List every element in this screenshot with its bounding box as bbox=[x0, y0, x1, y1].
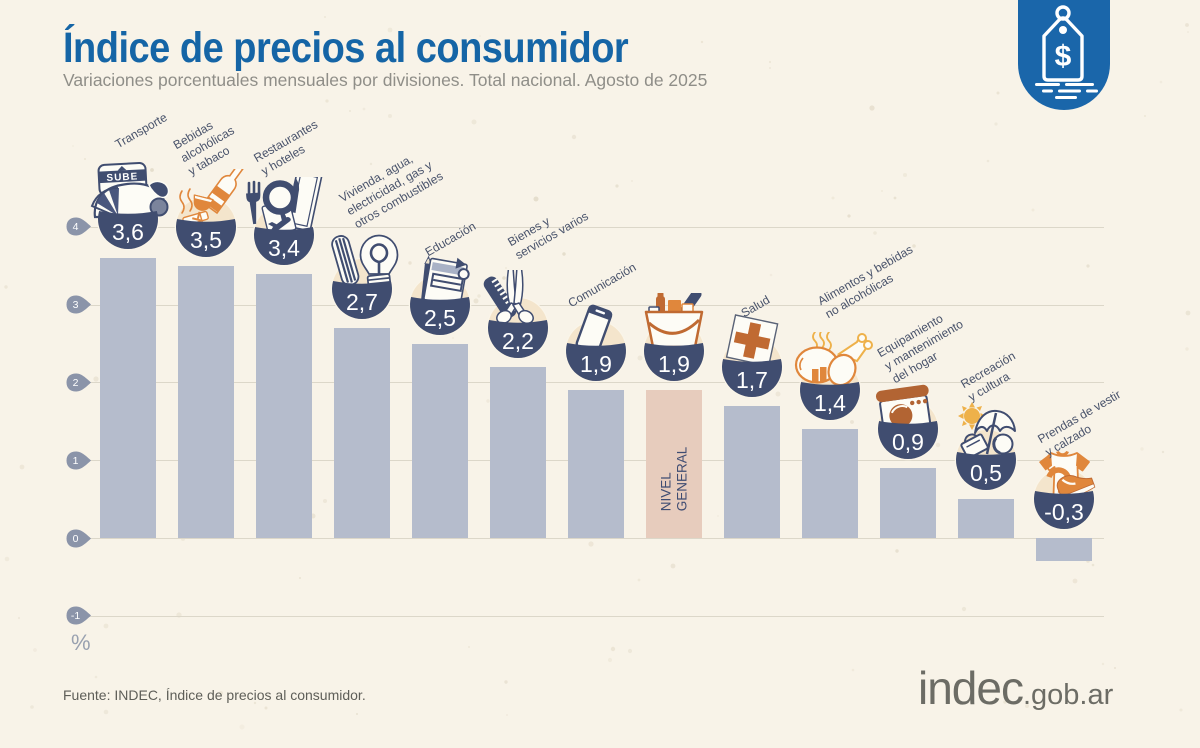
svg-text:1,9: 1,9 bbox=[580, 351, 612, 377]
svg-text:-1: -1 bbox=[71, 610, 80, 622]
svg-text:2,5: 2,5 bbox=[424, 305, 456, 331]
svg-text:1,4: 1,4 bbox=[814, 390, 846, 416]
svg-text:3,4: 3,4 bbox=[268, 235, 300, 261]
svg-text:2,7: 2,7 bbox=[346, 289, 378, 315]
svg-text:0,5: 0,5 bbox=[970, 460, 1002, 486]
svg-text:2,2: 2,2 bbox=[502, 328, 534, 354]
svg-text:-0,3: -0,3 bbox=[1044, 499, 1084, 525]
svg-text:1,7: 1,7 bbox=[736, 367, 768, 393]
svg-text:3: 3 bbox=[73, 299, 79, 311]
svg-text:$: $ bbox=[1055, 40, 1072, 73]
svg-text:1,9: 1,9 bbox=[658, 351, 690, 377]
svg-text:4: 4 bbox=[73, 221, 79, 233]
svg-text:0,9: 0,9 bbox=[892, 429, 924, 455]
svg-text:3,6: 3,6 bbox=[112, 219, 144, 245]
svg-text:SUBE: SUBE bbox=[106, 171, 138, 184]
svg-text:0: 0 bbox=[73, 533, 79, 545]
svg-text:1: 1 bbox=[73, 455, 79, 467]
svg-text:2: 2 bbox=[73, 377, 79, 389]
svg-text:3,5: 3,5 bbox=[190, 227, 222, 253]
